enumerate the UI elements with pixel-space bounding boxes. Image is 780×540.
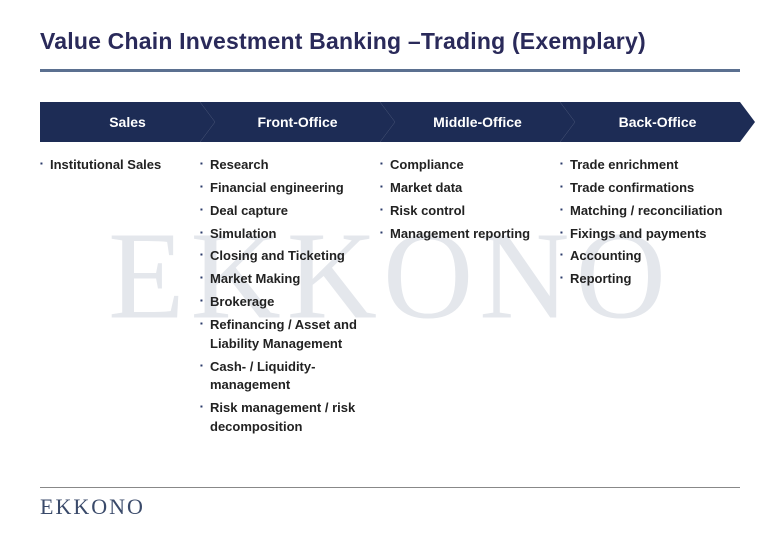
columns: Institutional SalesResearch Financial eng… (40, 156, 740, 516)
chevron-stage: Back-Office (560, 102, 755, 142)
item-list: Research Financial engineering Deal captur… (200, 156, 380, 437)
list-item: Market data (380, 179, 560, 198)
chevron-stage: Sales (40, 102, 215, 142)
list-item: Closing and Ticketing (200, 247, 380, 266)
chevron-label: Front-Office (257, 114, 337, 130)
list-item: Brokerage (200, 293, 380, 312)
list-item: Financial engineering (200, 179, 380, 198)
list-item: Market Making (200, 270, 380, 289)
slide: Value Chain Investment Banking –Trading … (0, 0, 780, 540)
item-list: Trade enrichment Trade confirmations Match… (560, 156, 740, 289)
list-item: Reporting (560, 270, 740, 289)
list-item: Refinancing / Asset and Liability Manage… (200, 316, 380, 354)
chevron-stage: Middle-Office (380, 102, 575, 142)
list-item: Risk management / risk decomposition (200, 399, 380, 437)
chevron-label: Back-Office (619, 114, 697, 130)
list-item: Trade enrichment (560, 156, 740, 175)
title-underline (40, 69, 740, 72)
chevron-stage: Front-Office (200, 102, 395, 142)
list-item: Trade confirmations (560, 179, 740, 198)
list-item: Compliance (380, 156, 560, 175)
list-item: Matching / reconciliation (560, 202, 740, 221)
chevron-label: Middle-Office (433, 114, 522, 130)
stage-column: Research Financial engineering Deal captur… (200, 156, 380, 441)
item-list: Compliance Market data Risk control Managem… (380, 156, 560, 243)
chevron-row: Sales Front-Office Middle-Office Back-Offic… (40, 102, 740, 142)
list-item: Deal capture (200, 202, 380, 221)
list-item: Simulation (200, 225, 380, 244)
list-item: Research (200, 156, 380, 175)
stage-column: Compliance Market data Risk control Managem… (380, 156, 560, 247)
page-title: Value Chain Investment Banking –Trading … (40, 28, 740, 55)
list-item: Risk control (380, 202, 560, 221)
stage-column: Institutional Sales (40, 156, 200, 179)
list-item: Institutional Sales (40, 156, 200, 175)
content-area: Sales Front-Office Middle-Office Back-Offic… (40, 102, 740, 516)
list-item: Management reporting (380, 225, 560, 244)
list-item: Accounting (560, 247, 740, 266)
stage-column: Trade enrichment Trade confirmations Match… (560, 156, 740, 293)
item-list: Institutional Sales (40, 156, 200, 175)
list-item: Cash- / Liquidity-management (200, 358, 380, 396)
list-item: Fixings and payments (560, 225, 740, 244)
chevron-label: Sales (109, 114, 146, 130)
